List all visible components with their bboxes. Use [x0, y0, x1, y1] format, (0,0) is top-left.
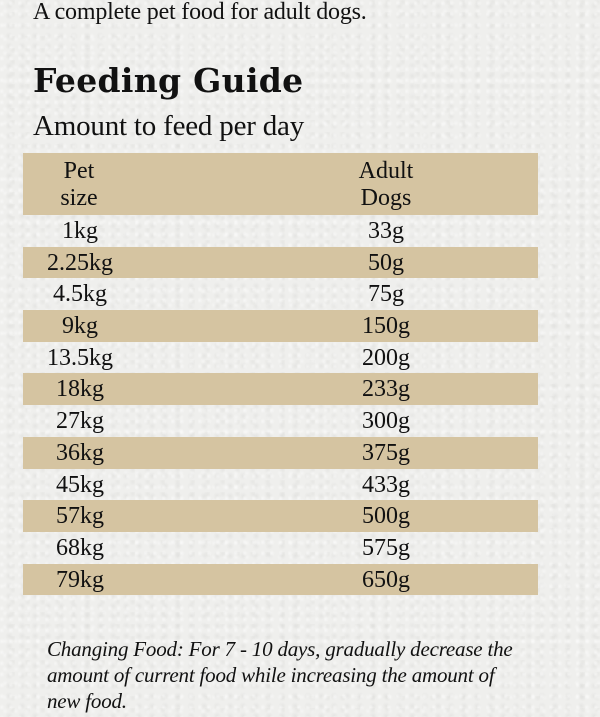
- page-subtitle: Amount to feed per day: [33, 110, 305, 142]
- table-header: Pet size Adult Dogs: [23, 153, 538, 215]
- amount-cell: 200g: [362, 344, 410, 371]
- pet-size-cell: 4.5kg: [53, 281, 107, 308]
- amount-cell: 375g: [362, 439, 410, 466]
- pet-size-cell: 79kg: [56, 566, 104, 593]
- header-pet-size-line2: size: [60, 185, 98, 211]
- amount-cell: 233g: [362, 376, 410, 403]
- amount-cell: 33g: [368, 218, 404, 244]
- table-row: 13.5kg 200g: [23, 342, 538, 374]
- table-row: 9kg 150g: [23, 310, 538, 342]
- header-adult-dogs: Adult Dogs: [336, 158, 436, 212]
- pet-size-cell: 13.5kg: [47, 344, 113, 371]
- pet-size-cell: 1kg: [62, 218, 98, 244]
- header-pet-size: Pet size: [29, 158, 129, 212]
- table-body: 1kg 33g 2.25kg 50g 4.5kg 75g 9kg 150g 13…: [23, 215, 538, 596]
- table-row: 18kg 233g: [23, 373, 538, 406]
- amount-cell: 150g: [362, 313, 410, 340]
- table-row: 1kg 33g: [23, 215, 538, 247]
- header-adult-dogs-line2: Dogs: [360, 185, 412, 211]
- pet-size-cell: 68kg: [56, 534, 104, 561]
- table-row: 57kg 500g: [23, 500, 538, 532]
- amount-cell: 575g: [362, 534, 410, 561]
- pet-size-cell: 9kg: [62, 313, 98, 340]
- amount-cell: 650g: [362, 566, 410, 593]
- pet-size-cell: 27kg: [56, 408, 104, 435]
- amount-cell: 75g: [368, 281, 404, 308]
- table-row: 4.5kg 75g: [23, 278, 538, 310]
- table-row: 68kg 575g: [23, 532, 538, 564]
- table-row: 79kg 650g: [23, 563, 538, 596]
- page-title: Feeding Guide: [33, 61, 304, 100]
- pet-size-cell: 57kg: [56, 503, 104, 530]
- pet-size-cell: 36kg: [56, 439, 104, 466]
- product-description: A complete pet food for adult dogs.: [33, 0, 367, 25]
- amount-cell: 500g: [362, 503, 410, 530]
- pet-size-cell: 18kg: [56, 376, 104, 403]
- pet-size-cell: 2.25kg: [47, 249, 113, 276]
- amount-cell: 300g: [362, 408, 410, 435]
- table-row: 2.25kg 50g: [23, 246, 538, 279]
- feeding-table: Pet size Adult Dogs 1kg 33g 2.25kg 50g 4…: [23, 153, 538, 596]
- header-pet-size-line1: Pet: [63, 158, 95, 184]
- table-row: 45kg 433g: [23, 469, 538, 501]
- amount-cell: 50g: [368, 249, 404, 276]
- pet-size-cell: 45kg: [56, 471, 104, 498]
- header-adult-dogs-line1: Adult: [358, 158, 414, 184]
- changing-food-note: Changing Food: For 7 - 10 days, graduall…: [47, 637, 513, 713]
- table-row: 27kg 300g: [23, 405, 538, 437]
- amount-cell: 433g: [362, 471, 410, 498]
- table-row: 36kg 375g: [23, 436, 538, 469]
